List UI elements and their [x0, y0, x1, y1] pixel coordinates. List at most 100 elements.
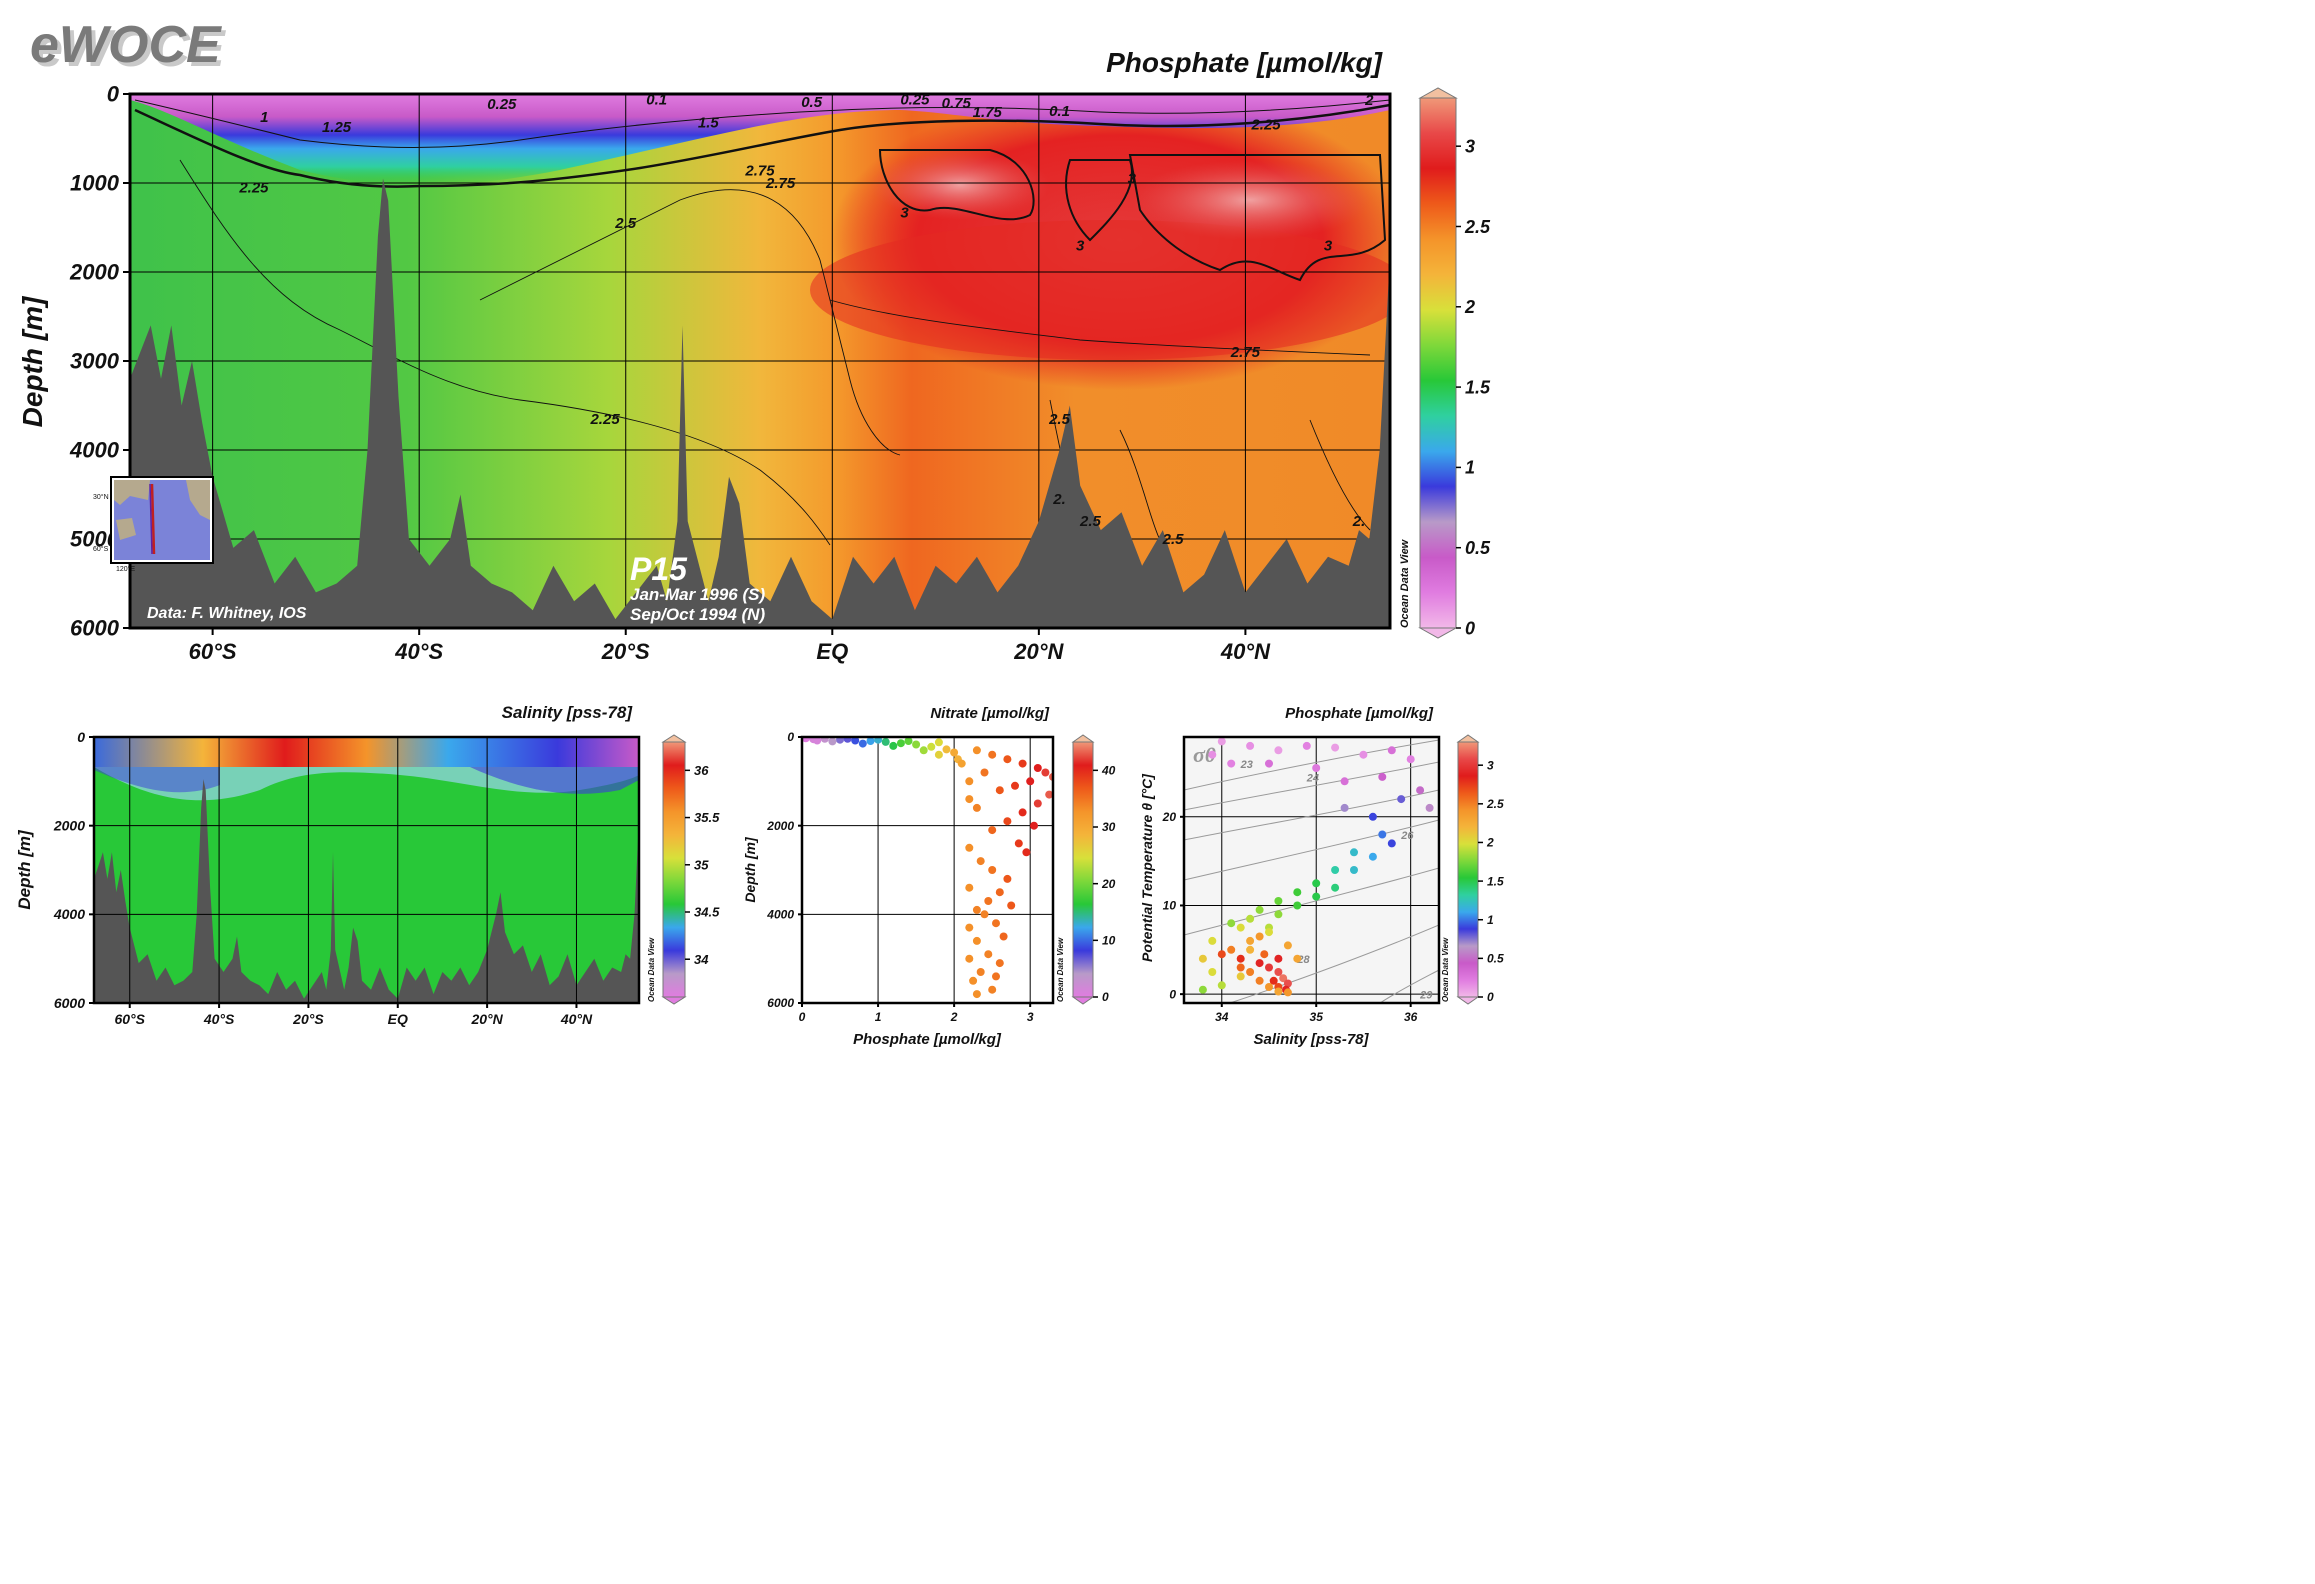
- data-point: [1312, 764, 1321, 772]
- period-north: Sep/Oct 1994 (N): [630, 605, 765, 624]
- colorbar-tick-label: 1.5: [1487, 874, 1504, 888]
- colorbar-tick-label: 0: [1465, 618, 1475, 638]
- sigma-label: 24: [1306, 772, 1319, 784]
- data-point: [912, 740, 921, 749]
- data-point: [1198, 954, 1207, 963]
- data-point: [1378, 830, 1387, 839]
- data-point: [1018, 759, 1027, 768]
- contour-label: 2.: [1052, 491, 1066, 508]
- contour-label: 2.25: [238, 179, 269, 196]
- data-point: [1198, 985, 1207, 994]
- ts-colorbar: 0 0.5 1 1.5 2 2.5 3 Ocean Data View: [1441, 734, 1504, 1005]
- data-point: [1350, 848, 1358, 857]
- y-tick-label: 2000: [766, 819, 794, 833]
- contour-label: 1: [260, 109, 268, 126]
- main-colorbar: 0 0.5 1 1.5 2 2.5 3 Ocean Data View: [1399, 87, 1491, 639]
- sigma-isopycnals: [1184, 739, 1439, 1003]
- y-tick-label: 4000: [53, 906, 85, 922]
- data-point: [957, 759, 966, 768]
- data-point: [965, 843, 974, 852]
- data-point: [1041, 768, 1050, 777]
- data-point: [1030, 821, 1038, 830]
- x-tick-label: 40°S: [203, 1011, 235, 1027]
- x-tick-label: EQ: [816, 639, 848, 664]
- contour-label: 1.5: [698, 114, 720, 131]
- data-point: [969, 976, 978, 985]
- contour-label: 2.75: [765, 175, 796, 192]
- data-point: [1283, 979, 1292, 988]
- contour-label: 3: [1128, 171, 1137, 188]
- logo-shadow: eWOCE: [34, 20, 226, 78]
- data-point: [999, 932, 1008, 941]
- data-credit: Data: F. Whitney, IOS: [147, 605, 307, 622]
- data-point: [1274, 968, 1283, 976]
- data-point: [972, 746, 981, 755]
- data-point: [1331, 866, 1340, 874]
- x-tick-label: 20°S: [601, 639, 650, 664]
- y-tick-label: 0: [107, 82, 120, 107]
- colorbar-tick-label: 0.5: [1487, 952, 1504, 966]
- data-point: [1416, 786, 1425, 795]
- data-point: [874, 737, 883, 744]
- data-point: [1007, 901, 1016, 910]
- bathymetry: [130, 178, 1390, 628]
- data-point: [1397, 795, 1406, 804]
- data-point: [1368, 812, 1377, 821]
- colorbar-tick-label: 2.5: [1486, 797, 1504, 811]
- data-point: [972, 990, 981, 999]
- data-point: [1045, 790, 1053, 799]
- contour-label: 0.25: [487, 96, 517, 113]
- y-tick-label: 3000: [70, 349, 120, 374]
- data-point: [1425, 803, 1434, 812]
- data-point: [1269, 976, 1278, 985]
- sigma-symbol: σ0: [1193, 742, 1216, 767]
- colorbar-tick-label: 34: [694, 952, 709, 967]
- data-point: [881, 737, 890, 746]
- period-south: Jan-Mar 1996 (S): [630, 585, 765, 604]
- ts-xlabel: Salinity [pss-78]: [1253, 1031, 1369, 1048]
- data-point: [858, 739, 867, 748]
- colorbar-tick-label: 35: [694, 857, 709, 872]
- data-point: [965, 777, 974, 786]
- data-point: [942, 745, 951, 754]
- y-tick-label: 6000: [767, 996, 794, 1010]
- data-point: [1227, 759, 1236, 768]
- colorbar-tick-label: 2: [1486, 836, 1494, 850]
- data-point: [836, 737, 844, 744]
- y-tick-label: 0: [787, 730, 794, 744]
- x-tick-label: 20°N: [470, 1011, 503, 1027]
- contour-label: 2: [1364, 92, 1374, 109]
- x-tick-label: 2: [950, 1010, 958, 1024]
- main-contours: [134, 99, 1390, 546]
- x-tick-label: 36: [1404, 1010, 1418, 1024]
- colorbar-tick-label: 3: [1487, 758, 1494, 772]
- data-point: [1246, 936, 1255, 945]
- data-point: [1255, 976, 1264, 985]
- main-x-ticks: 60°S 40°S 20°S EQ 20°N 40°N: [189, 628, 1271, 664]
- colorbar-tick-label: 40: [1101, 764, 1116, 778]
- data-point: [995, 888, 1004, 897]
- salinity-ylabel: Depth [m]: [15, 829, 34, 910]
- nitrate-odv-label: Ocean Data View: [1056, 937, 1065, 1002]
- data-point: [1246, 914, 1255, 923]
- colorbar-tick-label: 1: [1487, 913, 1494, 927]
- data-point: [1208, 968, 1217, 976]
- colorbar-tick-label: 0: [1487, 990, 1494, 1004]
- sigma-label: 29: [1419, 990, 1433, 1002]
- contour-label: 1.75: [973, 104, 1003, 121]
- data-point: [802, 737, 810, 743]
- data-point: [1265, 963, 1273, 972]
- contour-label: 0.1: [646, 91, 667, 108]
- inset-lon: 120°E: [116, 565, 135, 573]
- colorbar-tick-label: 2: [1464, 297, 1475, 317]
- y-tick-label: 0: [77, 729, 85, 745]
- nitrate-ylabel: Depth [m]: [742, 836, 758, 903]
- data-point: [1293, 954, 1302, 963]
- sigma-label: 23: [1240, 759, 1253, 771]
- colorbar-tick-label: 1: [1465, 458, 1475, 478]
- contour-labels: 0.25 0.1 0.5 0.25 0.751.75 0.111.25 1.52.252.2…: [238, 91, 1374, 548]
- data-point: [1274, 954, 1283, 963]
- data-point: [1340, 803, 1349, 812]
- colorbar-tick-label: 0: [1102, 990, 1109, 1004]
